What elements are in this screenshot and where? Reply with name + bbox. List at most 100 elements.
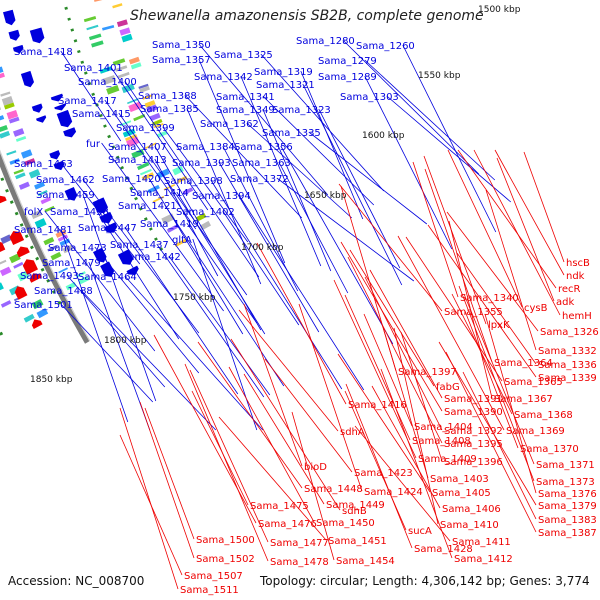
feature-block xyxy=(6,110,19,120)
forward-gene-label: Sama_1289 xyxy=(318,72,377,83)
scale-label: 1700 kbp xyxy=(241,243,284,253)
forward-leader-line xyxy=(364,59,496,181)
feature-block xyxy=(139,85,150,93)
feature-block xyxy=(13,128,25,137)
forward-leader-line xyxy=(110,66,209,211)
reverse-gene-arrow xyxy=(16,246,30,258)
feature-block xyxy=(0,266,12,277)
forward-gene-label: Sama_1488 xyxy=(34,286,93,297)
feature-block xyxy=(112,3,123,9)
feature-block xyxy=(55,229,67,238)
feature-block xyxy=(31,209,43,219)
forward-leader-line xyxy=(302,83,403,286)
forward-gene-arrow xyxy=(92,197,108,214)
reverse-gene-label: Sama_1477 xyxy=(270,538,329,549)
forward-leader-line xyxy=(148,177,244,335)
forward-gene-label: Sama_1401 xyxy=(64,63,123,74)
reverse-gene-label: adk xyxy=(556,297,574,308)
forward-gene-label: Sama_1413 xyxy=(108,155,167,166)
tick-dash xyxy=(129,186,134,191)
reverse-gene-label: Sama_1404 xyxy=(414,422,473,433)
feature-block xyxy=(195,212,207,222)
tick-dash xyxy=(24,234,29,239)
reverse-leader-line xyxy=(445,351,537,533)
scale-label: 1600 kbp xyxy=(362,131,405,141)
feature-block xyxy=(142,94,153,100)
forward-gene-arrow xyxy=(64,187,78,201)
reverse-leader-line xyxy=(456,252,537,365)
forward-leader-line xyxy=(318,108,401,269)
reverse-gene-label: Sama_1336 xyxy=(538,360,597,371)
forward-gene-arrow xyxy=(117,249,134,265)
forward-gene-label: Sama_1437 xyxy=(110,240,169,251)
forward-gene-label: Sama_1442 xyxy=(122,252,181,263)
forward-gene-arrow xyxy=(56,109,73,128)
feature-block xyxy=(34,218,47,229)
reverse-leader-line xyxy=(256,242,347,405)
feature-block xyxy=(47,245,58,252)
tick-dash xyxy=(5,188,9,193)
feature-block xyxy=(166,223,180,233)
reverse-gene-label: Sama_1450 xyxy=(316,518,375,529)
reverse-gene-label: hscB xyxy=(566,258,590,269)
reverse-leader-line xyxy=(119,407,179,590)
forward-leader-line xyxy=(82,193,157,402)
tick-dash xyxy=(103,124,107,128)
forward-leader-line xyxy=(280,145,394,345)
reverse-leader-line xyxy=(400,331,443,462)
tick-dash xyxy=(67,17,71,21)
forward-leader-line xyxy=(222,210,300,326)
feature-block xyxy=(133,113,146,122)
tick-dash xyxy=(138,207,143,211)
forward-gene-label: Sama_1319 xyxy=(254,67,313,78)
forward-leader-line xyxy=(238,194,365,391)
reverse-gene-label: Sama_1428 xyxy=(414,544,473,555)
reverse-leader-line xyxy=(458,285,535,482)
reverse-leader-line xyxy=(457,149,557,289)
feature-rings xyxy=(0,0,211,323)
feature-block xyxy=(102,75,116,85)
forward-gene-label: Sama_1462 xyxy=(36,175,95,186)
forward-leader-line xyxy=(80,289,217,431)
forward-leader-line xyxy=(218,161,320,333)
forward-gene-label: folX xyxy=(24,207,43,218)
reverse-gene-arrow xyxy=(0,195,7,204)
backbone-arc xyxy=(0,152,90,344)
topology-text: Topology: circular; Length: 4,306,142 bp… xyxy=(260,574,590,588)
feature-block xyxy=(99,66,113,74)
feature-block xyxy=(121,83,135,94)
feature-block xyxy=(43,237,55,246)
forward-gene-label: Sama_1349 xyxy=(216,105,275,116)
reverse-gene-label: sucA xyxy=(408,526,432,537)
feature-block xyxy=(44,205,55,213)
feature-block xyxy=(0,91,11,97)
forward-gene-arrow xyxy=(29,27,45,44)
reverse-leader-line xyxy=(496,157,555,302)
feature-block xyxy=(23,313,35,323)
forward-gene-label: Sama_1321 xyxy=(256,80,315,91)
forward-leader-line xyxy=(246,122,353,219)
forward-gene-label: Sama_1357 xyxy=(152,55,211,66)
tick-dash xyxy=(87,82,92,86)
reverse-leader-line xyxy=(345,383,413,549)
feature-block xyxy=(177,175,188,184)
forward-gene-arrow xyxy=(36,115,47,123)
reverse-gene-label: Sama_1365 xyxy=(504,377,563,388)
forward-gene-label: Sama_1402 xyxy=(176,207,235,218)
forward-gene-arrow xyxy=(53,160,65,171)
forward-gene-label: Sama_1400 xyxy=(78,77,137,88)
reverse-gene-label: Sama_1406 xyxy=(442,504,501,515)
forward-gene-arrow xyxy=(50,93,63,102)
forward-leader-line xyxy=(94,246,200,374)
forward-gene-label: Sama_1421 xyxy=(118,201,177,212)
reverse-gene-label: Sama_1507 xyxy=(184,571,243,582)
backbone-highlight xyxy=(0,149,91,342)
tick-dash xyxy=(14,211,19,216)
forward-leader-line xyxy=(162,126,249,243)
reverse-gene-label: Sama_1370 xyxy=(520,444,579,455)
reverse-leader-line xyxy=(371,385,441,509)
reverse-gene-label: Sama_1395 xyxy=(444,439,503,450)
reverse-gene-label: Sama_1423 xyxy=(354,468,413,479)
reverse-gene-label: Sama_1451 xyxy=(328,536,387,547)
feature-block xyxy=(40,196,52,205)
